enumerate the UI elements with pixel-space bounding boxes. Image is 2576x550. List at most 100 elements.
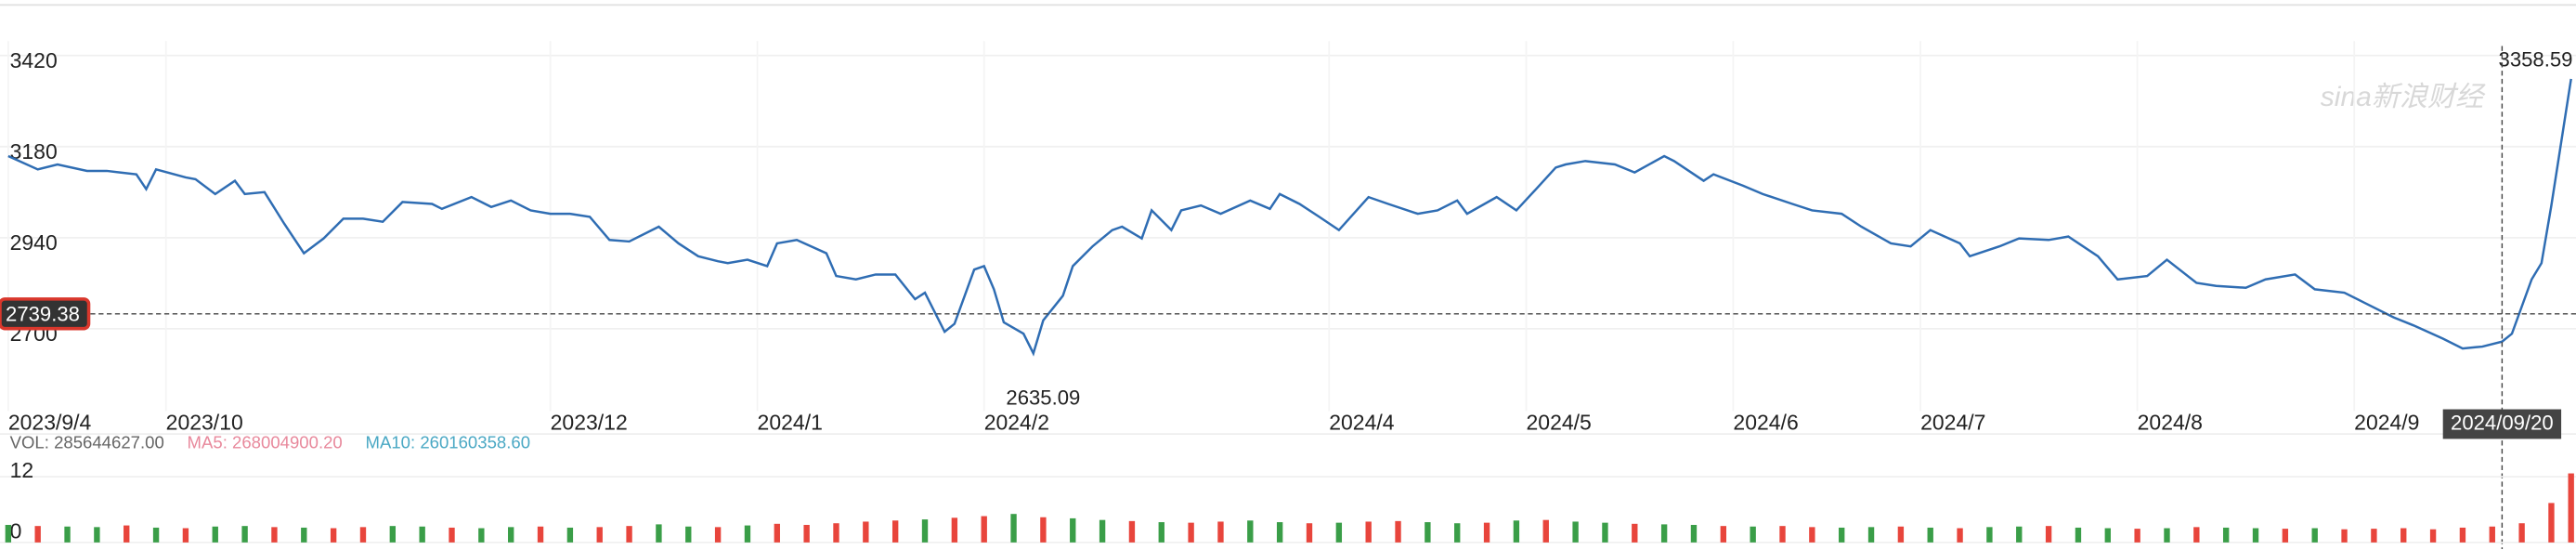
- volume-bar: [1986, 527, 1993, 543]
- volume-bar: [2193, 527, 2200, 543]
- volume-bar: [2252, 528, 2259, 543]
- watermark: sina新浪财经: [2321, 82, 2486, 112]
- volume-bar: [1040, 517, 1047, 543]
- volume-bar: [2341, 529, 2348, 543]
- volume-bar: [626, 526, 632, 543]
- volume-bar: [1632, 523, 1638, 543]
- volume-bar: [1542, 519, 1549, 543]
- volume-bar: [1217, 521, 1224, 543]
- volume-bar: [833, 523, 839, 543]
- x-tick-label: 2024/1: [758, 411, 823, 435]
- volume-bar: [537, 526, 544, 543]
- volume-bar: [1957, 528, 1963, 543]
- volume-bar: [124, 525, 130, 543]
- volume-bar: [1809, 527, 1815, 543]
- volume-bar: [2016, 526, 2023, 543]
- volume-bar: [2459, 527, 2466, 543]
- volume-bar: [1425, 522, 1431, 543]
- volume-bar: [1572, 521, 1579, 543]
- volume-bar: [596, 527, 603, 543]
- volume-tick-label: 12: [10, 458, 34, 482]
- volume-bar: [2104, 528, 2111, 543]
- x-tick-label: 2024/7: [1920, 411, 1985, 435]
- volume-bar: [152, 527, 160, 543]
- x-tick-label: 2023/12: [551, 411, 628, 435]
- volume-bar: [2489, 526, 2495, 543]
- max-label: 3358.59: [2499, 47, 2573, 71]
- volume-bar: [1335, 522, 1343, 543]
- volume-bar: [359, 527, 367, 543]
- volume-legend: MA5: 268004900.20: [188, 433, 343, 452]
- volume-bar: [1365, 521, 1372, 543]
- volume-bar: [389, 526, 397, 543]
- volume-bar: [981, 516, 987, 543]
- volume-bar: [5, 524, 12, 543]
- y-tick-label: 3420: [10, 48, 58, 72]
- volume-bar: [2134, 529, 2140, 543]
- volume-bar: [1483, 522, 1490, 543]
- crosshair-x-label: 2024/09/20: [2451, 411, 2554, 434]
- volume-bar: [94, 527, 100, 543]
- volume-bar: [803, 524, 810, 543]
- volume-bar: [1690, 524, 1698, 543]
- volume-bar: [1779, 526, 1786, 543]
- volume-bar: [34, 526, 41, 543]
- volume-tick-label: 0: [10, 518, 22, 543]
- volume-bar: [921, 519, 929, 543]
- volume-bar: [478, 528, 485, 543]
- volume-bar: [891, 520, 899, 543]
- volume-bar: [1660, 524, 1668, 543]
- volume-bar: [566, 527, 574, 543]
- volume-bar: [2371, 529, 2377, 543]
- volume-bar: [2429, 529, 2437, 543]
- volume-bar: [685, 526, 692, 543]
- volume-bar: [2568, 473, 2574, 543]
- x-tick-label: 2024/4: [1329, 411, 1395, 435]
- min-label: 2635.09: [1006, 386, 1080, 410]
- volume-bar: [1867, 527, 1875, 543]
- volume-bar: [714, 527, 722, 543]
- volume-bar: [271, 527, 278, 543]
- volume-bar: [508, 527, 514, 543]
- volume-bar: [2164, 528, 2170, 543]
- volume-legend: MA10: 260160358.60: [366, 433, 531, 452]
- volume-bar: [744, 525, 751, 543]
- volume-bar: [2222, 527, 2230, 543]
- x-tick-label: 2024/5: [1527, 411, 1592, 435]
- volume-bar: [64, 526, 71, 543]
- volume-bar: [2400, 528, 2407, 543]
- volume-bar: [1128, 520, 1136, 543]
- volume-bar: [2548, 503, 2555, 543]
- volume-bar: [1070, 517, 1076, 543]
- volume-bar: [1602, 522, 1608, 543]
- volume-bar: [774, 523, 780, 543]
- volume-bar: [1306, 523, 1313, 543]
- x-tick-label: 2024/9: [2354, 411, 2419, 435]
- volume-bar: [2311, 528, 2318, 543]
- volume-bar: [449, 527, 455, 543]
- crosshair-y-box: [0, 297, 91, 331]
- volume-bar: [951, 517, 958, 543]
- volume-bar: [2075, 527, 2082, 543]
- volume-bar: [301, 527, 307, 543]
- volume-legend: VOL: 285644627.00: [10, 433, 164, 452]
- volume-bar: [1927, 527, 1933, 543]
- x-tick-label: 2024/2: [984, 411, 1049, 435]
- volume-bar: [1839, 527, 1845, 543]
- volume-bar: [1247, 520, 1254, 543]
- volume-bar: [241, 526, 248, 543]
- price-line: [7, 78, 2572, 357]
- x-tick-label: 2024/8: [2138, 411, 2203, 435]
- volume-bar: [1099, 519, 1106, 543]
- x-tick-label: 2023/9/4: [8, 411, 92, 435]
- volume-bar: [1188, 522, 1194, 543]
- volume-bar: [2282, 529, 2289, 543]
- crosshair-x-box: [2442, 409, 2562, 439]
- volume-bar: [419, 526, 425, 543]
- volume-bar: [1720, 526, 1727, 543]
- volume-bar: [1276, 522, 1283, 543]
- volume-bar: [1454, 523, 1461, 543]
- volume-bar: [1513, 520, 1520, 543]
- crosshair-y-label: 2739.38: [6, 302, 80, 325]
